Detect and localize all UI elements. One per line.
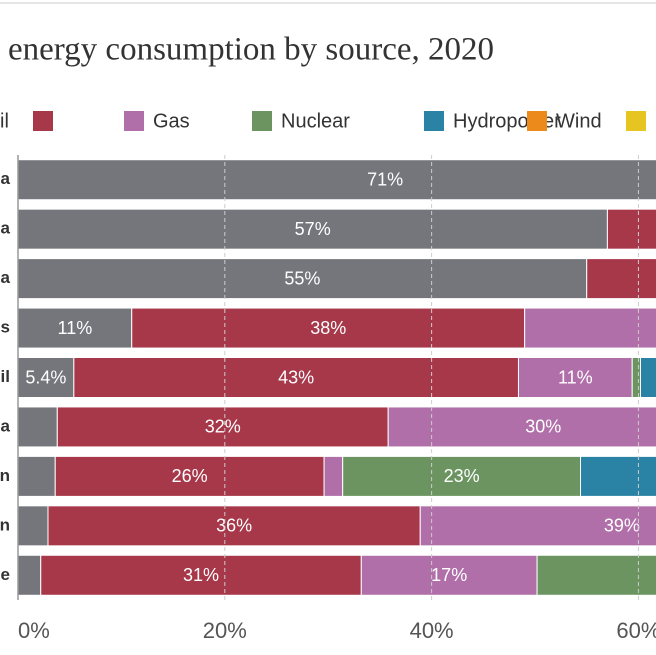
bar-segment (18, 455, 56, 497)
bar-segment (342, 455, 582, 497)
y-tick-label: s (1, 318, 10, 337)
bar-segment (580, 455, 656, 497)
bar-segment (18, 406, 58, 448)
bar-segment (606, 208, 656, 250)
bar-segment (18, 357, 75, 398)
bar-segment (131, 307, 526, 349)
bar-segment (18, 258, 588, 300)
y-tick-label: e (1, 565, 10, 584)
bar-value-label: 11% (558, 367, 593, 387)
bar-segment (517, 357, 633, 398)
bar-segment (18, 554, 42, 596)
legend-swatch (626, 111, 646, 131)
chart-title: energy consumption by source, 2020 (8, 32, 494, 68)
plot-area: 71% 57% 55% 11% 38% 5.4% 43% 11% 32% 30% 26% 23% 36%… (18, 159, 656, 596)
bar-segment (639, 357, 656, 398)
y-tick-label: a (1, 268, 11, 287)
bar-value-label: 5.4% (25, 367, 66, 387)
y-tick-label: n (0, 466, 10, 485)
bar-segment (536, 554, 656, 596)
bar-segment (18, 307, 133, 349)
bar-value-label: 30% (525, 417, 561, 437)
y-tick-label: n (0, 515, 10, 534)
bar-segment (18, 505, 49, 547)
bar-segment (586, 258, 656, 300)
bar-value-label: 43% (278, 367, 314, 387)
bar-segment (40, 554, 362, 596)
bar-value-label: 39% (604, 516, 640, 536)
bar-segment (524, 307, 656, 349)
bar-value-label: 55% (284, 268, 320, 288)
legend-swatch (252, 111, 272, 131)
bar-value-label: 32% (205, 417, 241, 437)
y-tick-label: a (1, 169, 11, 188)
bar-value-label: 11% (58, 318, 93, 338)
bar-value-label: 31% (183, 565, 219, 585)
legend-label: Nuclear (281, 110, 350, 132)
x-tick-label: 40% (410, 618, 454, 643)
bar-value-label: 26% (172, 466, 208, 486)
bar-segment (419, 505, 656, 547)
bar-segment (73, 357, 519, 398)
y-tick-label: il (1, 367, 10, 386)
x-tick-label: 20% (203, 618, 247, 643)
legend-swatch (124, 111, 144, 131)
legend-swatch (527, 111, 547, 131)
legend-swatch (33, 111, 53, 131)
legend-label: Gas (153, 110, 190, 132)
bar-value-label: 17% (431, 565, 467, 585)
x-tick-label: 0% (18, 618, 50, 643)
legend-label: il (0, 110, 9, 132)
bar-value-label: 71% (367, 169, 403, 189)
bar-segment (387, 406, 656, 448)
bar-segment (360, 554, 538, 596)
bar-value-label: 36% (216, 516, 252, 536)
bar-value-label: 23% (444, 466, 480, 486)
bar-value-label: 38% (310, 318, 346, 338)
legend-swatch (424, 111, 444, 131)
y-tick-label: a (1, 416, 11, 435)
bar-segment (18, 208, 608, 250)
legend-label: Wind (556, 110, 602, 132)
bar-segment (47, 505, 421, 547)
bar-value-label: 57% (295, 219, 331, 239)
bar-segment (18, 159, 656, 201)
y-tick-label: a (1, 219, 11, 238)
bar-segment (323, 455, 344, 497)
x-tick-label: 60% (616, 618, 656, 643)
bar-segment (631, 357, 641, 398)
